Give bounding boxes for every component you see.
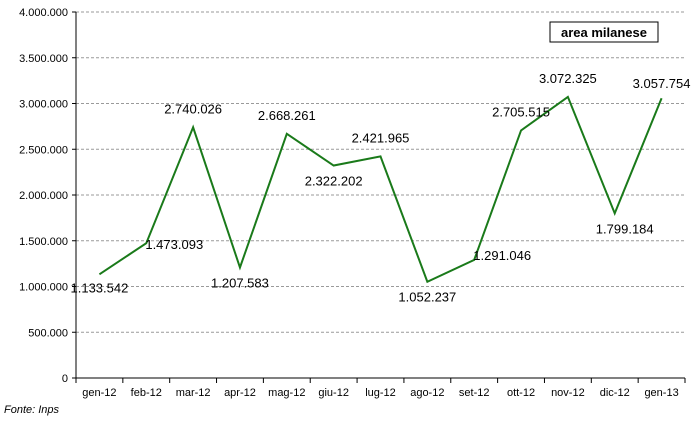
- x-tick-label: ago-12: [410, 387, 444, 399]
- y-tick-label: 2.000.000: [19, 190, 68, 202]
- y-tick-label: 4.000.000: [19, 7, 68, 19]
- data-label: 2.322.202: [305, 174, 363, 189]
- x-tick-label: gen-13: [644, 387, 678, 399]
- x-tick-label: feb-12: [131, 387, 162, 399]
- data-label: 1.473.093: [145, 237, 203, 252]
- y-tick-label: 0: [62, 373, 68, 385]
- x-tick-label: dic-12: [600, 387, 630, 399]
- data-label: 1.207.583: [211, 276, 269, 291]
- data-label: 1.052.237: [398, 290, 456, 305]
- y-tick-label: 1.000.000: [19, 282, 68, 294]
- y-tick-label: 2.500.000: [19, 144, 68, 156]
- x-tick-label: lug-12: [365, 387, 396, 399]
- x-tick-label: mar-12: [176, 387, 211, 399]
- y-tick-label: 3.000.000: [19, 99, 68, 111]
- data-label: 2.740.026: [164, 101, 222, 116]
- series-group: [98, 95, 663, 284]
- source-note: Fonte: Inps: [4, 404, 60, 416]
- gridlines: [76, 11, 685, 333]
- data-label: 3.072.325: [539, 71, 597, 86]
- series-line: [98, 95, 663, 284]
- x-tick-label: ott-12: [507, 387, 535, 399]
- x-tick-label: mag-12: [268, 387, 305, 399]
- y-tick-label: 1.500.000: [19, 236, 68, 248]
- legend-box: [549, 21, 659, 43]
- data-label: 1.133.542: [71, 280, 129, 295]
- data-label: 2.668.261: [258, 108, 316, 123]
- x-tick-label: apr-12: [224, 387, 256, 399]
- y-tick-label: 3.500.000: [19, 53, 68, 65]
- x-axis: gen-12 feb-12 mar-12 apr-12 mag-12 giu-12 lug-…: [75, 377, 686, 399]
- x-tick-label: nov-12: [551, 387, 585, 399]
- data-label: 3.057.754: [633, 76, 691, 91]
- data-label: 2.705.515: [492, 104, 550, 119]
- data-label: 1.799.184: [596, 221, 654, 236]
- y-tick-label: 500.000: [28, 327, 68, 339]
- legend: area milanese: [549, 21, 659, 43]
- data-label: 1.291.046: [473, 248, 531, 263]
- x-tick-label: set-12: [459, 387, 490, 399]
- legend-label: area milanese: [561, 25, 647, 40]
- x-tick-label: gen-12: [82, 387, 116, 399]
- x-tick-label: giu-12: [318, 387, 349, 399]
- data-labels: 1.133.542 1.473.093 2.740.026 1.207.583 2.66…: [71, 71, 691, 305]
- data-label: 2.421.965: [352, 130, 410, 145]
- y-axis: 0 500.000 1.000.000 1.500.000 2.000.000 2.500…: [19, 7, 77, 385]
